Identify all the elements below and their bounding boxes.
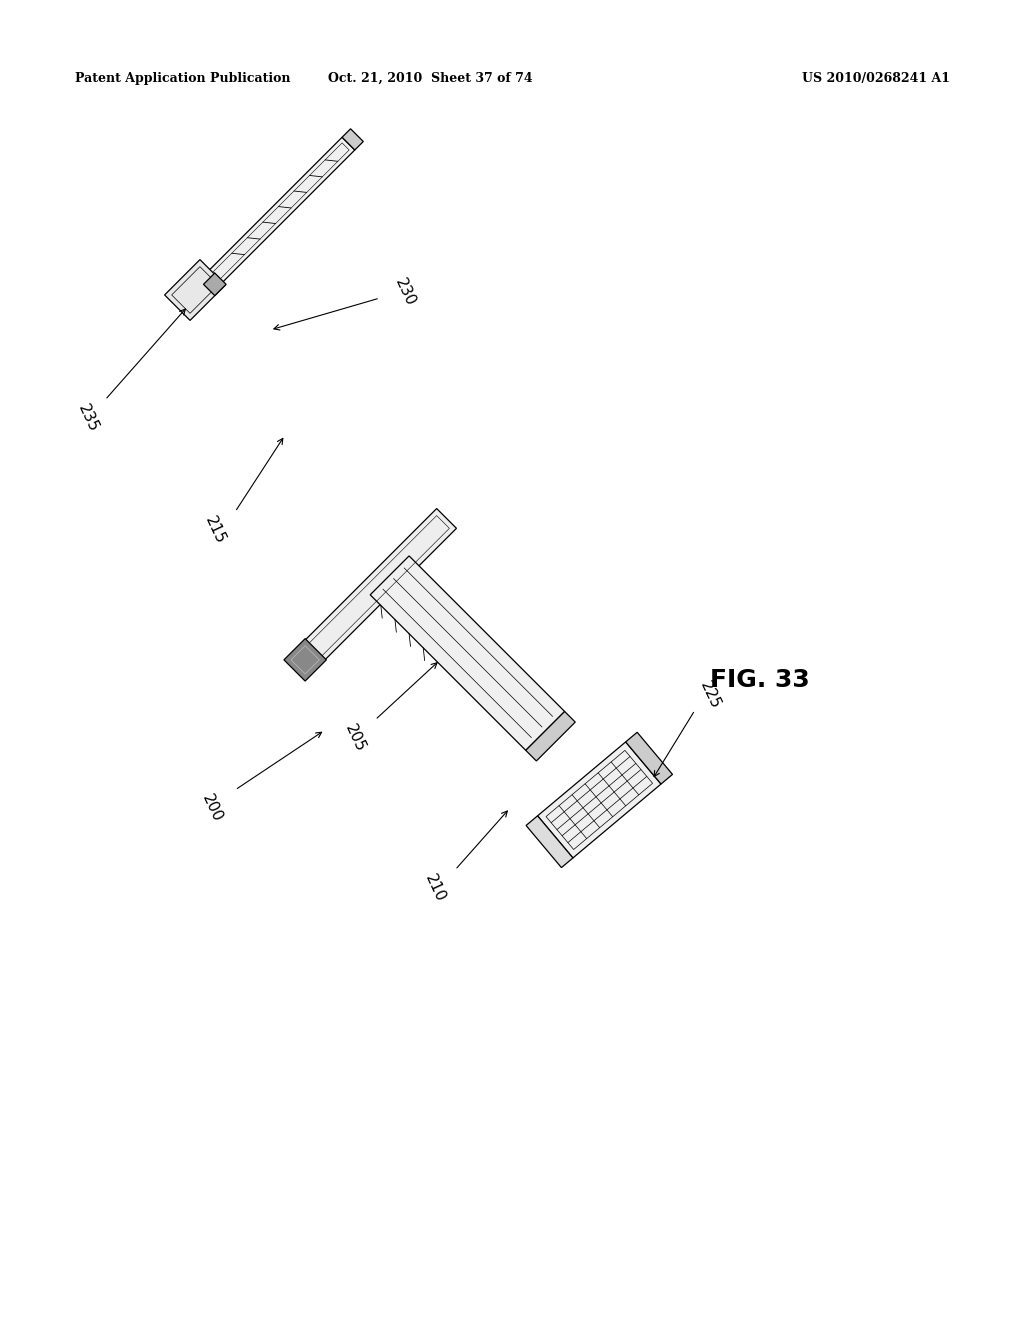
Polygon shape — [295, 508, 457, 669]
Text: 235: 235 — [75, 401, 101, 434]
Polygon shape — [626, 733, 673, 784]
Text: 200: 200 — [199, 792, 225, 824]
Polygon shape — [208, 137, 354, 284]
Polygon shape — [284, 639, 327, 681]
Text: 215: 215 — [202, 513, 228, 546]
Text: US 2010/0268241 A1: US 2010/0268241 A1 — [802, 73, 950, 84]
Polygon shape — [342, 129, 364, 150]
Polygon shape — [204, 273, 226, 296]
Polygon shape — [526, 816, 572, 867]
Polygon shape — [525, 711, 575, 760]
Polygon shape — [538, 742, 662, 858]
Text: Patent Application Publication: Patent Application Publication — [75, 73, 291, 84]
Polygon shape — [165, 260, 225, 321]
Text: 225: 225 — [697, 678, 723, 711]
Text: Oct. 21, 2010  Sheet 37 of 74: Oct. 21, 2010 Sheet 37 of 74 — [328, 73, 532, 84]
Polygon shape — [371, 556, 564, 750]
Text: 210: 210 — [422, 871, 447, 904]
Text: 205: 205 — [342, 722, 368, 754]
Text: FIG. 33: FIG. 33 — [710, 668, 810, 692]
Text: 230: 230 — [392, 276, 418, 309]
